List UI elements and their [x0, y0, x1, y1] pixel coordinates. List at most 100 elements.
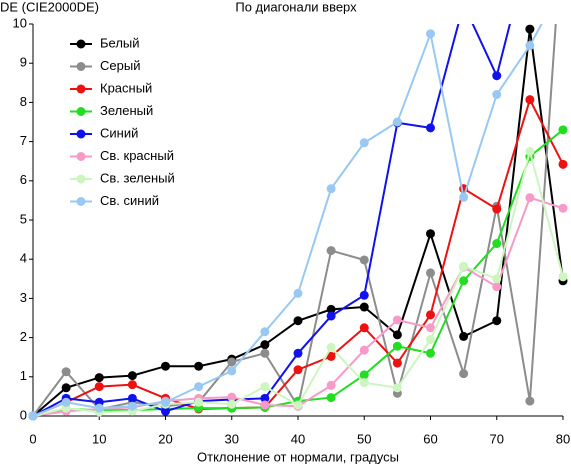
data-point [293, 400, 303, 410]
data-point [525, 95, 535, 105]
y-tick-label: 10 [13, 15, 27, 30]
legend-marker [76, 84, 86, 94]
x-tick-label: 0 [29, 431, 36, 446]
data-point [459, 276, 469, 286]
legend-marker [76, 62, 86, 71]
data-point [525, 146, 535, 156]
data-point [558, 203, 568, 213]
data-point [426, 310, 435, 320]
data-point [426, 229, 435, 239]
y-tick-label: 6 [20, 172, 27, 187]
data-point [459, 331, 469, 341]
data-point [359, 370, 369, 380]
data-point [127, 380, 137, 390]
data-point [326, 342, 336, 352]
data-point [492, 282, 502, 292]
data-point [359, 138, 369, 148]
data-point [28, 411, 38, 421]
data-point [326, 184, 336, 194]
data-point [194, 361, 204, 371]
data-point [61, 397, 71, 407]
data-point [426, 348, 435, 358]
data-point [161, 397, 170, 407]
data-point [326, 393, 336, 403]
legend-marker [76, 152, 86, 161]
data-point [492, 90, 502, 100]
data-point [326, 311, 336, 321]
y-tick-label: 7 [20, 133, 27, 148]
data-point [525, 396, 535, 406]
data-point [459, 369, 469, 379]
legend-label: Серый [100, 58, 140, 73]
data-point [326, 380, 336, 390]
data-point [459, 192, 469, 202]
data-point [326, 351, 336, 361]
data-point [426, 268, 435, 278]
legend-label: Св. зеленый [100, 170, 175, 185]
data-point [359, 302, 369, 312]
y-tick-label: 8 [20, 94, 27, 109]
x-tick-label: 40 [291, 431, 305, 446]
chart-title: По диагонали вверх [235, 0, 357, 14]
data-point [260, 382, 270, 392]
data-point [293, 348, 303, 358]
data-point [293, 288, 303, 298]
y-axis-label: DE (CIE2000DE) [0, 0, 99, 14]
y-tick-label: 4 [20, 251, 27, 266]
data-point [94, 403, 104, 413]
data-point [94, 373, 104, 383]
data-point [61, 383, 71, 393]
x-tick-label: 10 [92, 431, 106, 446]
legend-label: Св. синий [100, 193, 159, 208]
data-point [127, 393, 137, 403]
data-point [558, 125, 568, 135]
data-point [426, 323, 435, 333]
data-point [426, 335, 435, 345]
data-point [293, 365, 303, 375]
data-point [492, 204, 502, 214]
data-point [359, 345, 369, 355]
data-point [492, 239, 502, 249]
data-point [525, 193, 535, 203]
data-point [525, 24, 535, 34]
data-point [558, 159, 568, 169]
data-point [227, 399, 237, 409]
data-point [359, 323, 369, 333]
data-point [194, 382, 204, 392]
plot-area [28, 0, 568, 421]
x-tick-label: 80 [556, 431, 570, 446]
legend-label: Св. красный [100, 148, 174, 163]
y-tick-label: 1 [20, 368, 27, 383]
data-point [492, 71, 502, 81]
x-tick-label: 60 [423, 431, 437, 446]
x-axis-label: Отклонение от нормали, градусы [197, 449, 399, 464]
data-point [459, 0, 468, 9]
legend-label: Красный [100, 80, 152, 95]
legend-marker [76, 39, 86, 49]
data-point [260, 340, 270, 350]
data-point [392, 315, 402, 325]
data-point [227, 392, 237, 402]
data-point [194, 397, 204, 407]
data-point [161, 406, 170, 416]
data-point [61, 367, 71, 377]
series-line [32, 196, 564, 417]
legend-label: Зеленый [100, 103, 153, 118]
data-point [392, 358, 402, 368]
x-tick-label: 70 [490, 431, 504, 446]
data-point [426, 123, 435, 133]
data-point [127, 371, 137, 381]
y-tick-label: 9 [20, 55, 27, 70]
data-point [260, 393, 270, 403]
y-tick-label: 0 [20, 407, 27, 422]
data-point [492, 316, 502, 326]
data-point [359, 378, 369, 388]
data-point [359, 290, 369, 300]
legend-label: Белый [100, 35, 140, 50]
y-tick-label: 5 [20, 211, 27, 226]
data-point [293, 316, 303, 326]
legend-marker [76, 197, 86, 206]
data-point [326, 304, 336, 314]
x-tick-label: 30 [225, 431, 239, 446]
